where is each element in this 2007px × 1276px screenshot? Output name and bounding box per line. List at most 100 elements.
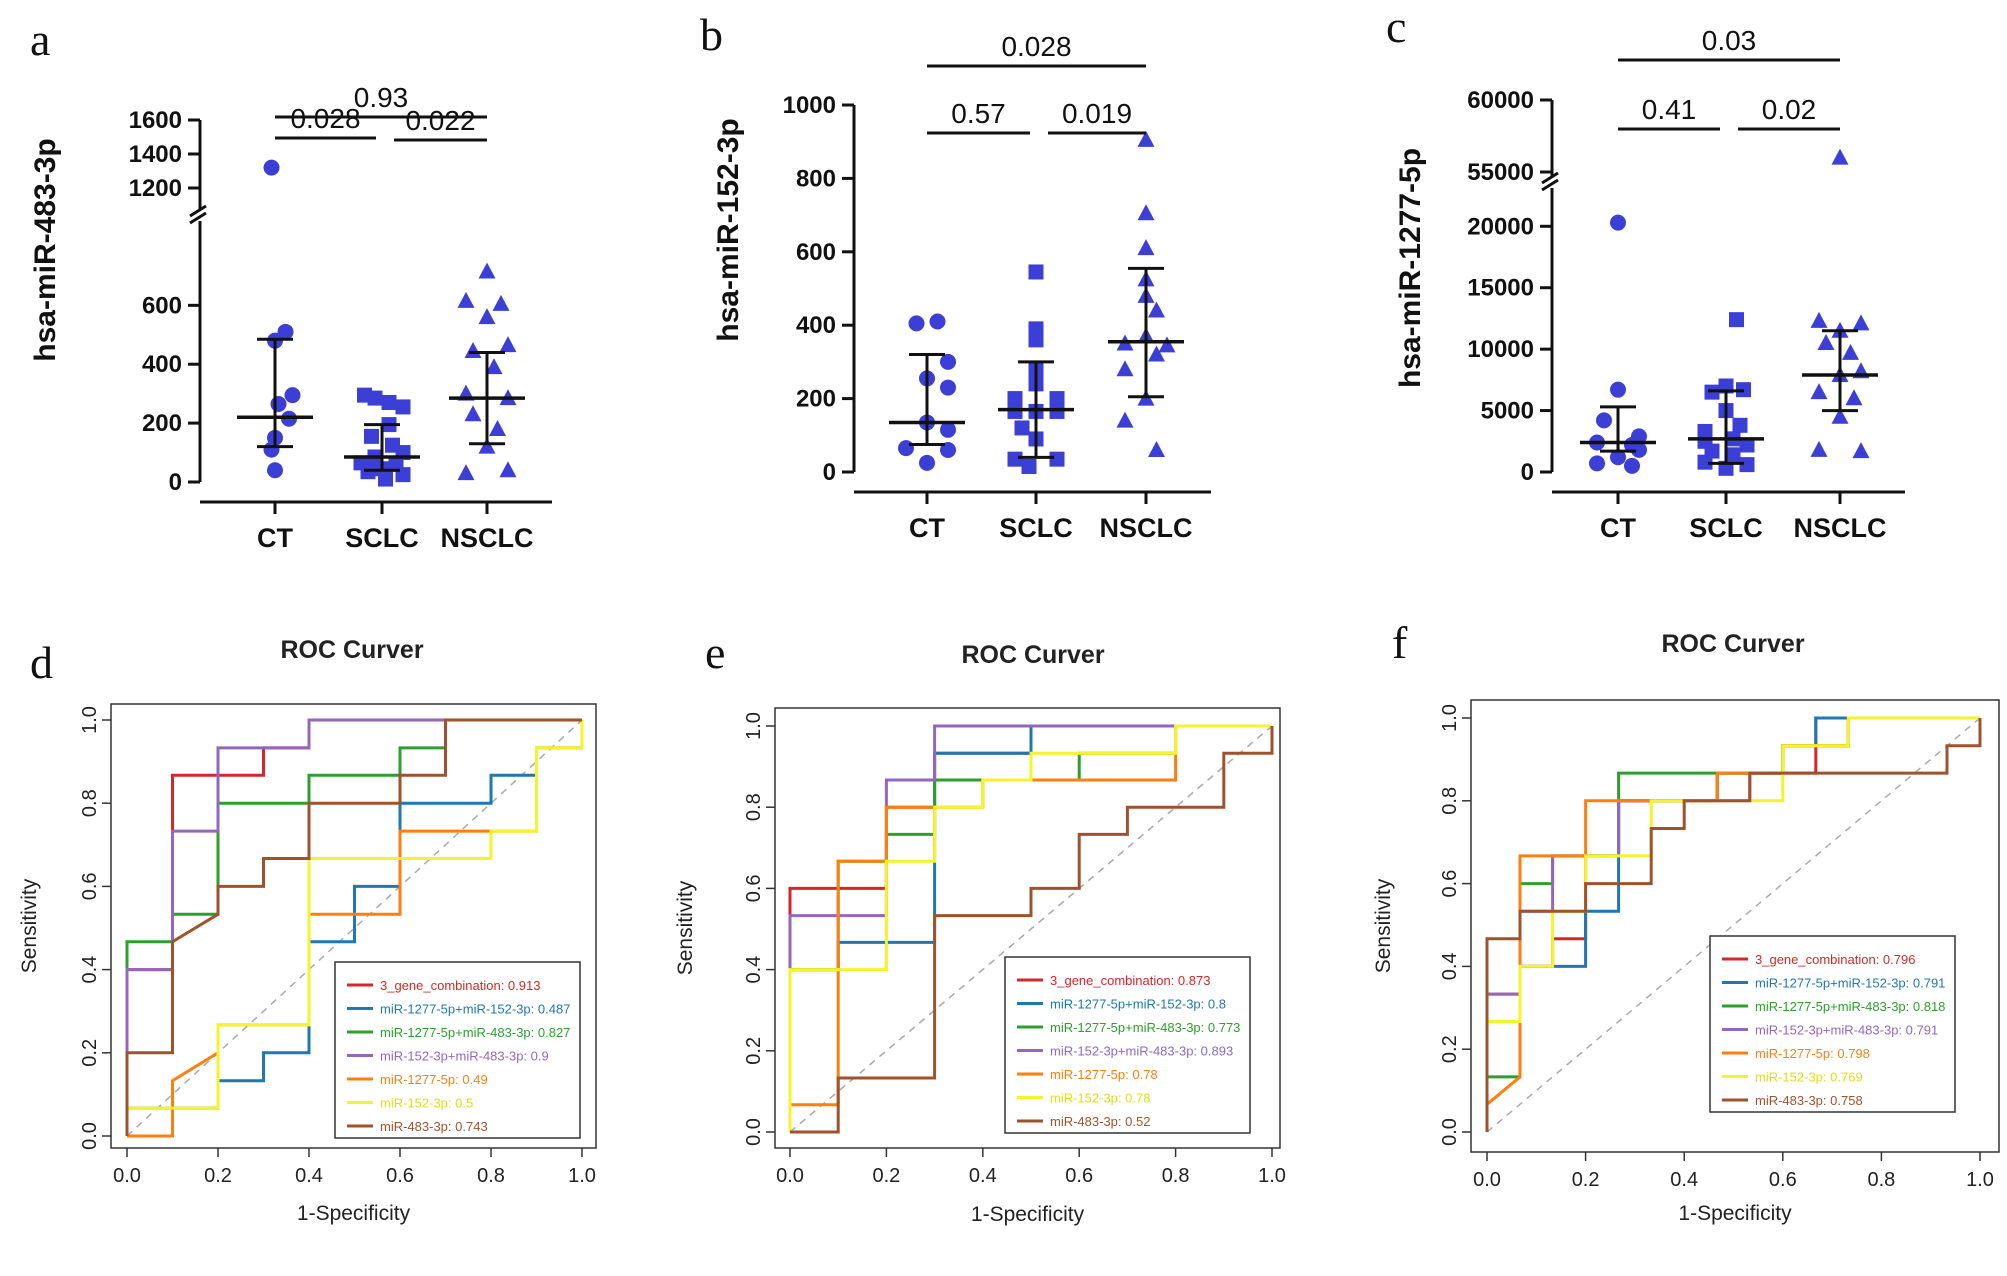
- legend-box: [1709, 935, 1956, 1113]
- y-tick-label: 1.0: [1439, 704, 1461, 732]
- data-point-sclc: [1725, 447, 1741, 463]
- data-point-ct: [270, 395, 287, 412]
- y-tick-label: 1600: [129, 107, 182, 134]
- panel-label-d: d: [30, 637, 53, 688]
- data-point-sclc: [1732, 417, 1748, 433]
- legend-entry: miR-483-3p: 0.52: [1050, 1114, 1150, 1129]
- legend-entry: miR-1277-5p: 0.798: [1755, 1046, 1870, 1061]
- chance-diagonal: [1486, 717, 1981, 1133]
- p-value-label: 0.93: [354, 82, 409, 113]
- x-tick-label: 0.2: [204, 1165, 232, 1187]
- x-tick-label: 1.0: [1966, 1169, 1994, 1191]
- data-point-ct: [267, 462, 283, 479]
- category-label-sclc: SCLC: [999, 513, 1073, 543]
- data-point-nsclc: [1116, 360, 1134, 377]
- category-label-sclc: SCLC: [1689, 513, 1763, 543]
- legend-box: [334, 961, 581, 1139]
- data-point-sclc: [1697, 454, 1713, 470]
- y-axis-label-b: hsa-miR-152-3p: [712, 118, 745, 341]
- panel-label-b: b: [700, 9, 723, 60]
- y-tick-label: 0.8: [1439, 787, 1461, 815]
- data-point-nsclc: [1810, 440, 1828, 457]
- data-point-nsclc: [1158, 336, 1176, 353]
- axis-break-mark: [189, 204, 207, 218]
- data-point-nsclc: [478, 262, 496, 279]
- y-tick-label: 0.0: [79, 1122, 101, 1150]
- roc-curve-mir-483-3p: [1485, 718, 1982, 1132]
- category-label-sclc: SCLC: [345, 523, 419, 553]
- y-tick-label: 0.0: [743, 1118, 765, 1146]
- legend-entry: miR-152-3p+miR-483-3p: 0.893: [1050, 1044, 1233, 1059]
- roc-title: ROC Curver: [1661, 630, 1804, 658]
- x-tick-label: 0.4: [1670, 1169, 1698, 1191]
- data-point-ct: [940, 421, 956, 438]
- y-tick-label: 0.8: [79, 789, 101, 817]
- p-value-label: 0.57: [951, 98, 1006, 129]
- legend-entry: miR-1277-5p: 0.49: [380, 1072, 488, 1087]
- data-point-ct: [1631, 441, 1647, 458]
- y-tick-label: 60000: [1467, 87, 1534, 114]
- y-tick-label: 5000: [1481, 398, 1534, 425]
- data-point-nsclc: [485, 358, 503, 375]
- category-label-ct: CT: [1600, 513, 1636, 543]
- data-point-nsclc: [1852, 442, 1870, 459]
- legend-entry: miR-152-3p+miR-483-3p: 0.791: [1755, 1023, 1938, 1038]
- x-axis-label: 1-Specificity: [1678, 1202, 1792, 1225]
- panel-label-a: a: [30, 14, 50, 65]
- data-point-sclc: [381, 395, 397, 410]
- data-point-nsclc: [1845, 389, 1863, 406]
- x-tick-label: 0.2: [1572, 1169, 1600, 1191]
- panel-label-e: e: [705, 627, 725, 678]
- data-point-sclc: [1049, 403, 1065, 419]
- y-tick-label: 600: [142, 292, 182, 319]
- category-label-ct: CT: [909, 513, 945, 543]
- y-axis-label-a: hsa-miR-483-3p: [29, 138, 62, 361]
- x-tick-label: 0.8: [477, 1165, 505, 1187]
- data-point-sclc: [1021, 458, 1037, 474]
- data-point-sclc: [367, 390, 383, 406]
- y-tick-label: 10000: [1467, 336, 1534, 363]
- y-tick-label: 55000: [1467, 159, 1534, 186]
- y-tick-label: 0.2: [79, 1039, 101, 1067]
- y-tick-label: 0.0: [1439, 1118, 1461, 1146]
- data-point-nsclc: [1831, 407, 1849, 424]
- y-tick-label: 0.4: [1439, 952, 1461, 980]
- legend-entry: 3_gene_combination: 0.873: [1050, 973, 1210, 988]
- y-tick-label: 1.0: [79, 706, 101, 734]
- y-tick-label: 800: [796, 165, 836, 192]
- y-tick-label: 1.0: [743, 712, 765, 740]
- roc-curve-mir-152-3p: [127, 720, 584, 1110]
- y-tick-label: 0: [823, 459, 836, 486]
- legend-entry: miR-1277-5p+miR-483-3p: 0.818: [1755, 999, 1945, 1014]
- y-tick-label: 1400: [129, 141, 182, 168]
- legend-entry: miR-1277-5p+miR-483-3p: 0.773: [1050, 1020, 1240, 1035]
- data-point-sclc: [1739, 437, 1755, 453]
- category-label-nsclc: NSCLC: [1100, 513, 1193, 543]
- legend-entry: miR-483-3p: 0.743: [380, 1119, 488, 1134]
- data-point-nsclc: [1148, 301, 1165, 318]
- y-tick-label: 0.6: [79, 872, 101, 900]
- y-axis-label-c: hsa-miR-1277-5p: [1394, 148, 1427, 388]
- data-point-nsclc: [499, 461, 517, 478]
- legend-box: [1004, 956, 1251, 1134]
- data-point-ct: [898, 440, 914, 457]
- plot-frame: [774, 707, 1281, 1149]
- y-tick-label: 1200: [129, 175, 182, 202]
- y-tick-label: 0.4: [743, 956, 765, 984]
- data-point-nsclc: [464, 405, 482, 422]
- roc-curve-mir-152-3p-mir-483-3p: [788, 724, 1272, 970]
- roc-curve-mir-483-3p: [125, 718, 582, 1136]
- legend-entry: miR-1277-5p+miR-152-3p: 0.487: [380, 1002, 570, 1017]
- data-point-nsclc: [1137, 130, 1155, 147]
- data-point-sclc: [1729, 312, 1744, 328]
- data-point-ct: [908, 315, 925, 332]
- data-point-ct: [1596, 412, 1612, 429]
- p-value-label: 0.03: [1702, 25, 1757, 56]
- y-tick-label: 0.8: [743, 793, 765, 821]
- x-tick-label: 1.0: [1258, 1165, 1286, 1187]
- plot-frame: [1470, 699, 2000, 1153]
- y-tick-label: 0.6: [1439, 870, 1461, 898]
- x-tick-label: 0.0: [1473, 1169, 1501, 1191]
- x-tick-label: 0.0: [113, 1165, 141, 1187]
- roc-curve-mir-483-3p: [790, 726, 1274, 1134]
